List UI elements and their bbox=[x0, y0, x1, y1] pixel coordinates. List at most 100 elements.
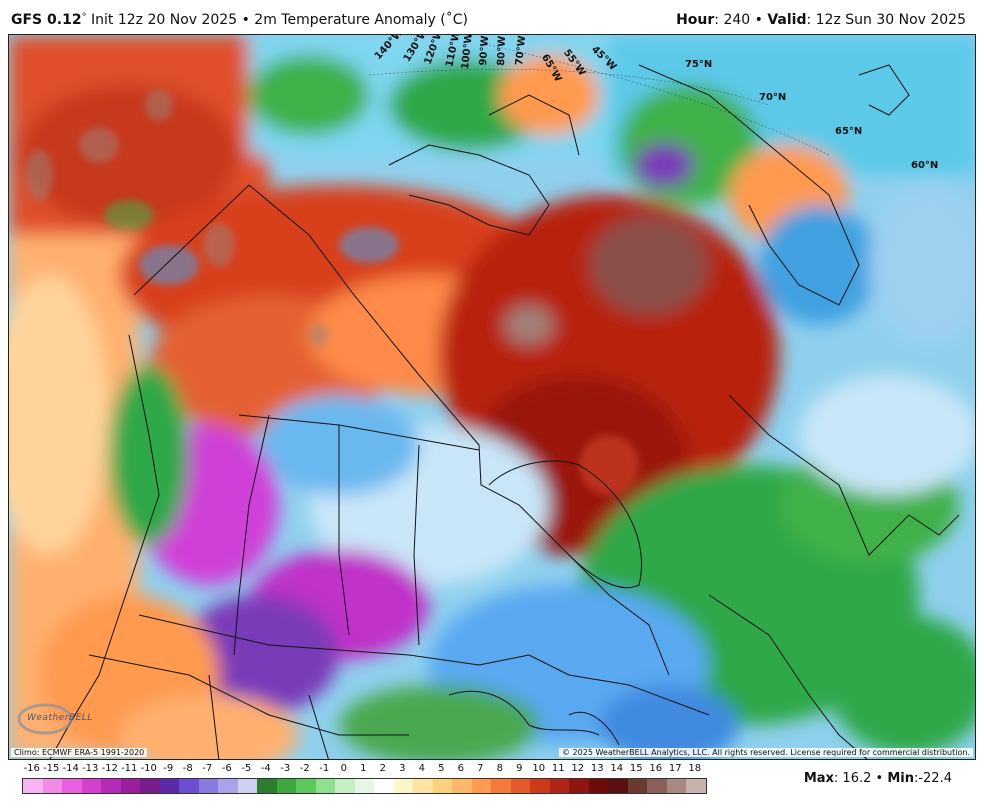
max-label: Max bbox=[803, 771, 834, 786]
legend-tick-label: -6 bbox=[221, 763, 232, 774]
legend-tick-label: 16 bbox=[649, 763, 663, 774]
lat-label-60: 60°N bbox=[911, 160, 939, 171]
colorbar-swatch bbox=[608, 779, 628, 793]
header-valid: Hour: 240 • Valid: 12z Sun 30 Nov 2025 bbox=[676, 12, 966, 28]
borders bbox=[49, 64, 960, 759]
colorbar-swatch bbox=[296, 779, 316, 793]
logo-swoosh bbox=[17, 703, 73, 735]
init-text: Init 12z 20 Nov 2025 • 2m Temperature An… bbox=[86, 12, 468, 28]
colorbar-swatch bbox=[647, 779, 667, 793]
legend-tick-label: -13 bbox=[82, 763, 99, 774]
colorbar-swatch bbox=[549, 779, 569, 793]
legend-tick-label: 2 bbox=[379, 763, 386, 774]
lat-label-75: 75°N bbox=[685, 59, 713, 70]
legend-tick-label: 12 bbox=[571, 763, 585, 774]
colorbar-swatch bbox=[569, 779, 589, 793]
legend-tick-label: -8 bbox=[182, 763, 193, 774]
colorbar-swatch bbox=[81, 779, 101, 793]
colorbar-swatch bbox=[432, 779, 452, 793]
copyright-note: © 2025 WeatherBELL Analytics, LLC. All r… bbox=[559, 748, 973, 757]
colorbar-swatch bbox=[140, 779, 160, 793]
logo-text: WeatherBELL bbox=[27, 713, 93, 723]
legend-tick-label: 10 bbox=[532, 763, 546, 774]
colorbar-swatch bbox=[354, 779, 374, 793]
legend-tick-label: -14 bbox=[62, 763, 79, 774]
colorbar-swatch bbox=[101, 779, 121, 793]
legend-tick-label: -16 bbox=[23, 763, 40, 774]
colorbar-swatch bbox=[491, 779, 511, 793]
colorbar-swatch bbox=[627, 779, 647, 793]
legend-tick-label: -11 bbox=[121, 763, 138, 774]
colorbar-swatch bbox=[471, 779, 491, 793]
graticule bbox=[368, 44, 830, 156]
colorbar-swatch bbox=[42, 779, 62, 793]
legend-tick-label: 17 bbox=[668, 763, 682, 774]
colorbar-swatch bbox=[159, 779, 179, 793]
colorbar-swatch bbox=[510, 779, 530, 793]
legend-tick-label: -1 bbox=[319, 763, 330, 774]
colorbar-swatch bbox=[276, 779, 296, 793]
legend-tick-label: 4 bbox=[418, 763, 425, 774]
legend-tick-label: 13 bbox=[590, 763, 604, 774]
legend-tick-label: 3 bbox=[399, 763, 406, 774]
max-value: : 16.2 • bbox=[833, 771, 888, 786]
colorbar-swatch bbox=[588, 779, 608, 793]
anomaly-texture bbox=[25, 89, 639, 495]
lat-label-70: 70°N bbox=[759, 92, 787, 103]
model-degree: ° bbox=[81, 12, 87, 23]
colorbar-swatch bbox=[452, 779, 472, 793]
colorbar-swatch bbox=[257, 779, 277, 793]
legend-tick-label: 14 bbox=[610, 763, 624, 774]
legend-tick-label: 15 bbox=[629, 763, 643, 774]
legend-tick-label: 0 bbox=[340, 763, 347, 774]
legend-tick-label: -7 bbox=[202, 763, 213, 774]
legend-ticks: -16 -15 -14 -13 -12 -11 -10 -9 -8 -7 -6 -5 -4 -3 -2 -1 0… bbox=[22, 763, 722, 777]
header: GFS 0.12° Init 12z 20 Nov 2025 • 2m Temp… bbox=[0, 0, 984, 34]
legend-tick-label: 7 bbox=[477, 763, 484, 774]
lat-label-65: 65°N bbox=[835, 126, 863, 137]
model-name: GFS 0.12 bbox=[11, 12, 82, 28]
legend-tick-label: 1 bbox=[360, 763, 367, 774]
legend-tick-label: 9 bbox=[516, 763, 523, 774]
legend-tick-label: 8 bbox=[496, 763, 503, 774]
climo-note: Climo: ECMWF ERA-5 1991-2020 bbox=[11, 748, 148, 757]
legend-tick-label: -15 bbox=[43, 763, 60, 774]
colorbar-swatch bbox=[335, 779, 355, 793]
colorbar-swatch bbox=[198, 779, 218, 793]
lon-label-80: 80°W bbox=[496, 35, 509, 66]
legend-tick-label: -5 bbox=[241, 763, 252, 774]
colorbar-swatch bbox=[23, 779, 43, 793]
anomaly-map bbox=[9, 35, 975, 759]
hour-value: : 240 • bbox=[714, 12, 768, 28]
colorbar-swatch bbox=[237, 779, 257, 793]
legend-tick-label: 6 bbox=[457, 763, 464, 774]
valid-label: Valid bbox=[767, 12, 807, 28]
lon-label-90: 90°W bbox=[478, 35, 492, 66]
colorbar-swatch bbox=[218, 779, 238, 793]
colorbar-swatch bbox=[374, 779, 394, 793]
min-label: Min bbox=[887, 771, 914, 786]
legend-tick-label: -12 bbox=[101, 763, 118, 774]
legend-tick-label: 11 bbox=[551, 763, 565, 774]
colorbar-swatch bbox=[120, 779, 140, 793]
colorbar-swatch bbox=[666, 779, 686, 793]
weatherbell-logo: WeatherBELL bbox=[15, 701, 97, 737]
valid-value: : 12z Sun 30 Nov 2025 bbox=[806, 12, 966, 28]
legend-tick-label: -4 bbox=[260, 763, 271, 774]
colorbar-swatch bbox=[413, 779, 433, 793]
colorbar bbox=[22, 778, 707, 794]
colorbar-swatch bbox=[393, 779, 413, 793]
colorbar-swatch bbox=[315, 779, 335, 793]
legend-tick-label: 18 bbox=[688, 763, 702, 774]
colorbar-swatch bbox=[179, 779, 199, 793]
legend-tick-label: 5 bbox=[438, 763, 445, 774]
legend-tick-label: -3 bbox=[280, 763, 291, 774]
header-title: GFS 0.12° Init 12z 20 Nov 2025 • 2m Temp… bbox=[11, 12, 468, 28]
colorbar-swatch bbox=[62, 779, 82, 793]
map-panel: 75°N 70°N 65°N 60°N 140°W 130°W 120°W 11… bbox=[8, 34, 976, 760]
anomaly-field bbox=[9, 35, 975, 759]
hour-label: Hour bbox=[676, 12, 715, 28]
legend-tick-label: -10 bbox=[140, 763, 157, 774]
colorbar-swatch bbox=[530, 779, 550, 793]
min-value: :-22.4 bbox=[913, 771, 952, 786]
